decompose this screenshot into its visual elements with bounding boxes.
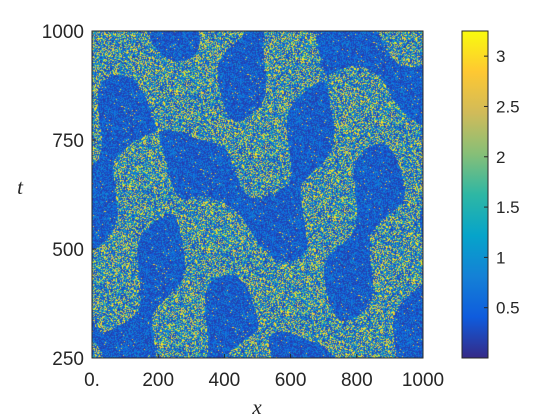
colorbar-tick-label: 1 <box>496 248 505 267</box>
x-tick-label: 400 <box>209 370 241 391</box>
y-tick-label: 500 <box>52 240 84 261</box>
x-axis-ticks: 0. 200 400 600 800 1000 <box>84 354 444 391</box>
colorbar-tick-label: 1.5 <box>496 198 520 217</box>
colorbar-tick-label: 2.5 <box>496 97 520 116</box>
x-tick-label: 600 <box>275 370 307 391</box>
colorbar-ticks: 0.5 1 1.5 2 2.5 3 <box>484 47 520 318</box>
plot-frame <box>91 30 424 359</box>
colorbar-tick-label: 2 <box>496 148 505 167</box>
x-tick-label: 1000 <box>402 370 444 391</box>
x-tick-label: 800 <box>341 370 373 391</box>
x-axis-title: x <box>251 395 262 419</box>
colorbar <box>461 30 489 359</box>
y-axis-title: t <box>17 175 24 199</box>
heatmap-raster <box>92 31 423 358</box>
colorbar-tick-label: 3 <box>496 47 505 66</box>
y-tick-label: 750 <box>52 131 84 152</box>
x-tick-label: 0. <box>84 370 100 391</box>
y-tick-label: 1000 <box>42 22 84 43</box>
y-axis-ticks: 250 500 750 1000 <box>42 22 96 370</box>
y-tick-label: 250 <box>52 349 84 370</box>
colorbar-tick-label: 0.5 <box>496 299 520 318</box>
x-tick-label: 200 <box>142 370 174 391</box>
